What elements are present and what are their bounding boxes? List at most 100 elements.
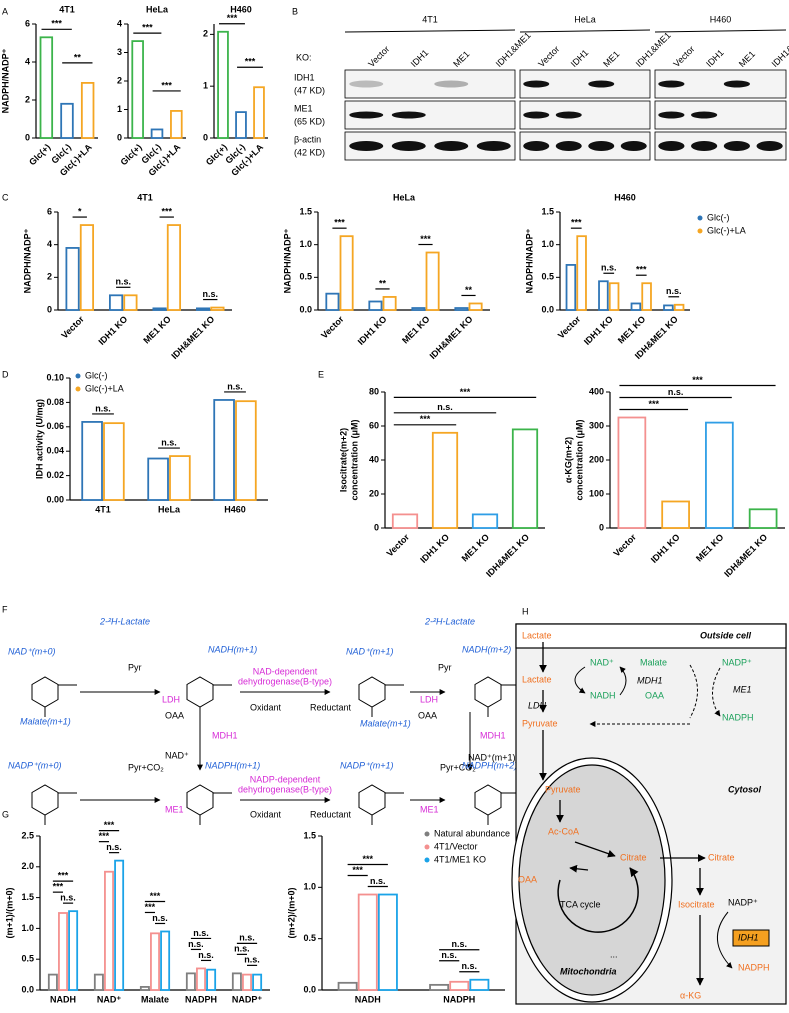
mito-inner xyxy=(518,764,666,996)
pathway-label: Citrate xyxy=(708,852,735,862)
blot-band xyxy=(756,141,783,151)
y-tick-label: 1.0 xyxy=(541,239,554,249)
bar xyxy=(139,986,150,991)
significance-label: n.s. xyxy=(198,950,214,960)
significance-label: *** xyxy=(420,234,431,244)
bar xyxy=(65,247,80,311)
bar xyxy=(242,973,252,991)
blot-band xyxy=(523,111,550,119)
y-tick-label: 200 xyxy=(589,454,604,464)
significance-label: ** xyxy=(465,285,473,295)
scheme-label: NADP⁺(m+0) xyxy=(8,760,62,770)
bar xyxy=(705,421,734,529)
significance-label: n.s. xyxy=(60,893,76,903)
pathway-label: NADH xyxy=(590,690,616,700)
cell-line: HeLa xyxy=(574,14,596,24)
ldh-arrow xyxy=(574,666,586,694)
legend-marker xyxy=(697,228,703,234)
y-tick-label: 6 xyxy=(25,18,30,28)
scheme-label: OAA xyxy=(165,710,184,720)
blot-band xyxy=(555,141,582,151)
group-line xyxy=(654,29,787,33)
y-axis-title: Isocitrate(m+2) xyxy=(338,428,348,492)
scheme-label: Oxidant xyxy=(250,809,282,819)
legend-label: 4T1/Vector xyxy=(434,841,478,851)
y-axis-title: (m+1)/(m+0) xyxy=(4,887,14,938)
bar xyxy=(357,893,378,991)
y-tick-label: 100 xyxy=(589,488,604,498)
significance-label: *** xyxy=(334,218,345,228)
bar xyxy=(565,264,577,311)
scheme-label: 2-²H-Lactate xyxy=(99,616,150,626)
tca-cycle xyxy=(557,867,639,933)
bar xyxy=(114,859,125,991)
legend-marker xyxy=(75,386,81,392)
row-size: (65 KD) xyxy=(294,116,325,126)
significance-label: *** xyxy=(161,206,172,216)
bar xyxy=(123,294,138,311)
bar xyxy=(58,912,68,991)
y-tick-label: 0.0 xyxy=(21,984,34,994)
legend-label: Glc(-)+LA xyxy=(85,383,124,393)
y-tick-label: 2 xyxy=(47,272,52,282)
y-tick-label: 0.06 xyxy=(46,421,64,431)
significance-label: n.s. xyxy=(239,933,255,943)
pathway-label: NADP⁺ xyxy=(722,657,752,667)
pathway-label: IDH1 xyxy=(738,932,759,942)
blot-band xyxy=(588,80,615,88)
x-tick-label: NADP⁺ xyxy=(232,994,263,1004)
y-tick-label: 0 xyxy=(203,132,208,142)
blot-frame xyxy=(344,69,516,99)
idh1-box xyxy=(732,929,770,947)
row-name: β-actin xyxy=(294,134,321,144)
y-tick-label: 0.02 xyxy=(46,470,64,480)
significance-label: n.s. xyxy=(115,277,131,287)
bar xyxy=(68,910,79,991)
y-tick-label: 0.0 xyxy=(299,304,312,314)
outside-area xyxy=(515,623,787,649)
y-tick-label: 6 xyxy=(47,206,52,216)
y-tick-label: 4 xyxy=(117,18,122,28)
x-tick-label: NADPH xyxy=(443,994,475,1004)
y-tick-label: 0.10 xyxy=(46,372,64,382)
row-name: IDH1 xyxy=(294,72,315,82)
y-tick-label: 2.5 xyxy=(21,830,34,840)
pathway-label: LDH xyxy=(528,700,547,710)
significance-label: *** xyxy=(104,820,115,830)
bar xyxy=(663,304,674,311)
blot-band xyxy=(555,111,582,119)
scheme-label: NADH(m+1) xyxy=(208,644,257,654)
y-tick-label: 0.04 xyxy=(46,446,64,456)
significance-label: *** xyxy=(245,57,256,67)
scheme-label: LDH xyxy=(420,694,438,704)
significance-label: n.s. xyxy=(234,944,250,954)
bar xyxy=(170,110,183,139)
significance-label: *** xyxy=(571,218,582,228)
blot-band xyxy=(588,141,615,151)
bar xyxy=(325,292,340,311)
significance-label: n.s. xyxy=(202,289,218,299)
bar xyxy=(253,86,265,139)
y-tick-label: 1 xyxy=(203,81,208,91)
x-tick-label: NADH xyxy=(355,994,381,1004)
group-line xyxy=(344,29,516,33)
significance-label: n.s. xyxy=(462,961,478,971)
scheme-label: Pyr xyxy=(438,662,452,672)
bar xyxy=(235,400,257,501)
pathway-label: Pyruvate xyxy=(522,718,558,728)
x-tick-label: NADPH xyxy=(185,994,217,1004)
y-tick-label: 1 xyxy=(117,104,122,114)
pathway-label: Pyruvate xyxy=(545,784,581,794)
legend-label: Glc(-)+LA xyxy=(707,225,746,235)
y-axis-title: (m+2)/(m+0) xyxy=(286,887,296,938)
significance-label: *** xyxy=(51,19,62,29)
y-tick-label: 2.0 xyxy=(21,861,34,871)
x-tick-label: NAD⁺ xyxy=(97,994,121,1004)
y-tick-label: 0.5 xyxy=(303,933,316,943)
panel-label: B xyxy=(292,6,298,16)
legend-marker xyxy=(75,373,81,379)
y-tick-label: 1.0 xyxy=(303,882,316,892)
bar xyxy=(449,980,470,991)
y-tick-label: 0.08 xyxy=(46,397,64,407)
y-tick-label: 1.5 xyxy=(21,892,34,902)
